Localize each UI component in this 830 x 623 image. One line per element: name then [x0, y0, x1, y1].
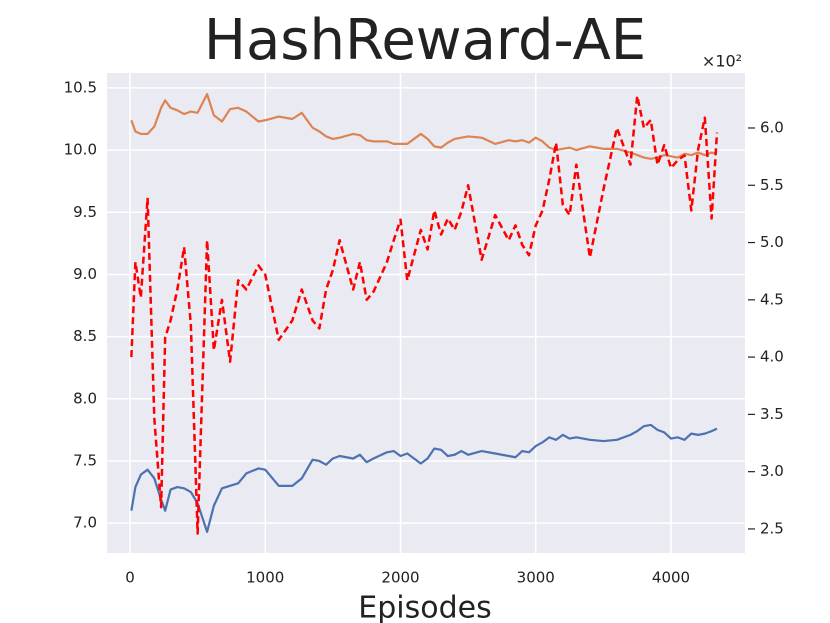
y-tick-label: 10.5 [64, 78, 97, 96]
x-tick-label: 3000 [517, 569, 555, 587]
y2-tick-label: 3.0 [760, 462, 784, 480]
y-tick-label: 9.0 [73, 265, 97, 283]
y-tick-label: 10.0 [64, 141, 97, 159]
y-tick-label: 7.0 [73, 514, 97, 532]
y2-tick-label: 6.0 [760, 118, 784, 136]
y2-tick-label: 4.5 [760, 290, 784, 308]
chart-title: HashReward-AE [204, 8, 646, 73]
y-tick-label: 8.5 [73, 327, 97, 345]
x-tick-label: 2000 [381, 569, 419, 587]
x-tick-label: 0 [125, 569, 135, 587]
y-tick-label: 8.0 [73, 389, 97, 407]
x-axis-label: Episodes [358, 591, 491, 623]
series-line [130, 94, 719, 535]
plot-area [107, 73, 745, 553]
x-tick-label: 4000 [652, 569, 690, 587]
series-line [130, 93, 718, 160]
y-tick-label: 9.5 [73, 203, 97, 221]
y2-tick-label: 4.0 [760, 348, 784, 366]
series-line [130, 423, 718, 533]
y2-tick-label: 2.5 [760, 519, 784, 537]
y2-tick-label: 3.5 [760, 405, 784, 423]
y2-tick-label: 5.5 [760, 176, 784, 194]
y-tick-label: 7.5 [73, 451, 97, 469]
y2-tick-label: 5.0 [760, 233, 784, 251]
y2-multiplier: ×10² [702, 52, 742, 71]
x-tick-label: 1000 [246, 569, 284, 587]
